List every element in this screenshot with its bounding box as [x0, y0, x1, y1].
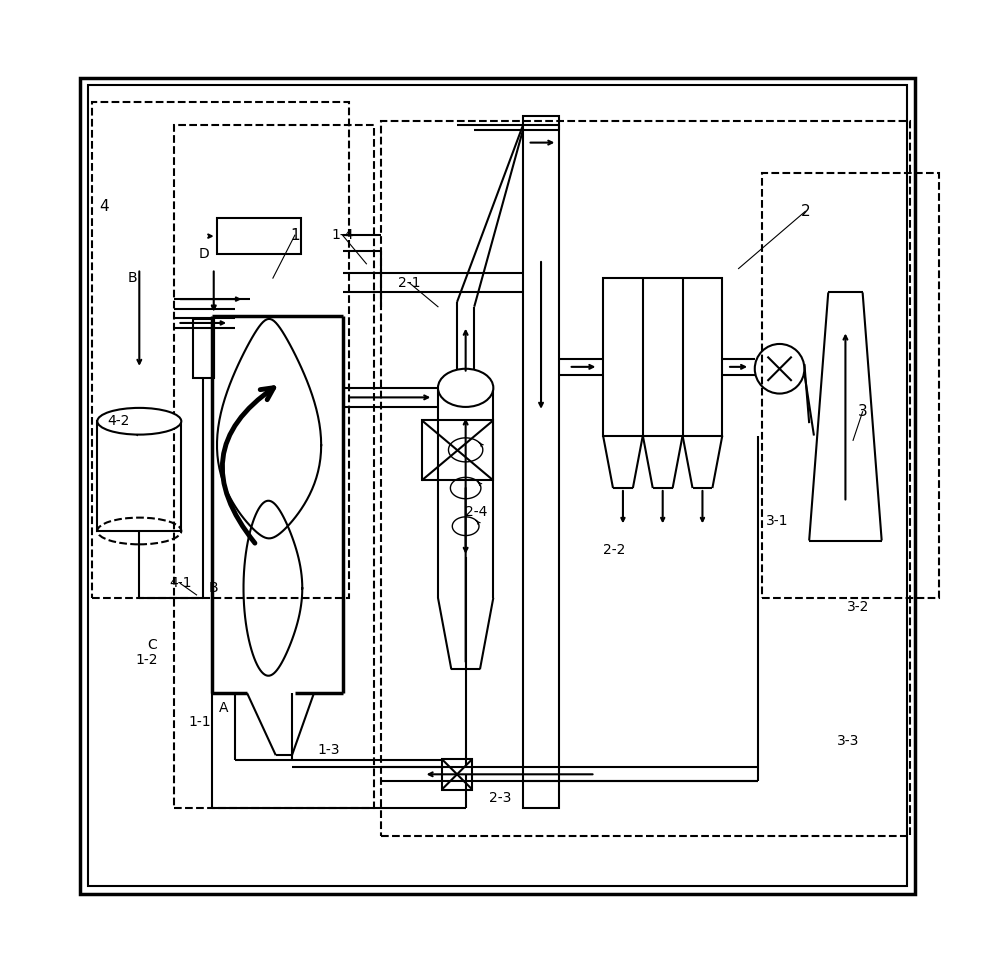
Text: 3-3: 3-3: [837, 734, 859, 748]
Bar: [442, 759, 472, 790]
Bar: [762, 173, 939, 598]
Text: 1-4: 1-4: [331, 228, 354, 242]
Text: 2-4: 2-4: [465, 505, 487, 519]
Text: 2-1: 2-1: [398, 276, 421, 290]
Text: 1-2: 1-2: [136, 653, 158, 667]
Text: 2: 2: [801, 204, 810, 219]
Text: 1-1: 1-1: [188, 715, 211, 729]
Text: 2-2: 2-2: [603, 543, 626, 557]
Bar: [174, 125, 374, 808]
Text: 1: 1: [290, 228, 300, 243]
Bar: [422, 420, 493, 480]
Text: 4: 4: [99, 199, 109, 214]
Text: 4-1: 4-1: [169, 576, 192, 590]
Bar: [88, 85, 907, 886]
Bar: [80, 78, 915, 894]
Ellipse shape: [438, 368, 493, 407]
Text: 3-2: 3-2: [847, 600, 869, 614]
Bar: [381, 121, 910, 836]
Text: 3-1: 3-1: [765, 515, 788, 528]
Bar: [523, 116, 559, 808]
Text: D: D: [199, 247, 210, 261]
Text: 3: 3: [858, 404, 867, 419]
Text: B: B: [209, 581, 219, 595]
Text: C: C: [147, 638, 157, 653]
Text: B: B: [128, 271, 137, 285]
Bar: [603, 278, 722, 435]
Text: 2-3: 2-3: [489, 791, 511, 805]
Text: 4-2: 4-2: [107, 414, 129, 428]
Text: 1-3: 1-3: [317, 744, 339, 757]
Bar: [217, 218, 301, 255]
Text: A: A: [219, 701, 228, 715]
Bar: [97, 421, 181, 531]
Ellipse shape: [97, 408, 181, 434]
Bar: [92, 101, 349, 598]
Bar: [193, 319, 214, 378]
